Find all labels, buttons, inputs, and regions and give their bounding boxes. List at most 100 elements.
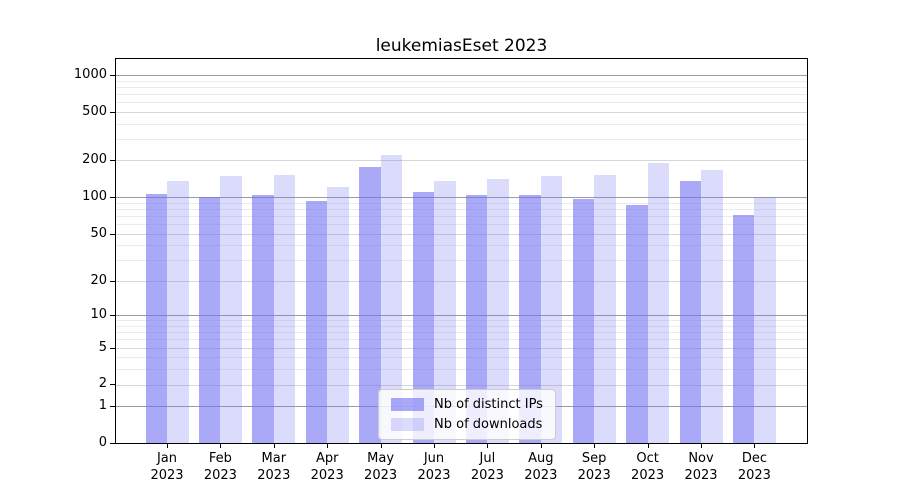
gridline-700 xyxy=(116,93,807,95)
ytick-mark-0 xyxy=(110,443,115,444)
ytick-label-10: 10 xyxy=(90,307,107,323)
ytick-label-1000: 1000 xyxy=(73,66,107,82)
bar-downloads-mar xyxy=(273,175,296,443)
bar-downloads-jan xyxy=(167,181,189,443)
bar-downloads-dec xyxy=(754,197,776,443)
ytick-mark-100 xyxy=(110,197,115,199)
gridline-60 xyxy=(116,224,807,225)
xtick-label-dec: Dec 2023 xyxy=(737,451,771,483)
gridline-500 xyxy=(116,111,807,113)
xtick-label-oct: Oct 2023 xyxy=(631,451,665,483)
ytick-label-20: 20 xyxy=(90,272,107,288)
gridline-30 xyxy=(116,260,807,261)
gridline-600 xyxy=(116,102,807,104)
legend-label-downloads: Nb of downloads xyxy=(434,417,543,432)
legend-swatch-downloads xyxy=(391,418,424,431)
bar-downloads-aug xyxy=(540,176,563,443)
bar-ips-dec xyxy=(732,215,755,443)
gridline-20 xyxy=(116,280,807,282)
bar-downloads-jul xyxy=(487,179,509,443)
gridline-90 xyxy=(116,202,807,204)
ytick-label-2: 2 xyxy=(98,376,107,392)
bar-ips-jan xyxy=(145,193,167,443)
ytick-label-0: 0 xyxy=(98,435,107,450)
gridline-5 xyxy=(116,347,807,349)
xtick-mark-jan xyxy=(167,444,168,448)
gridline-4 xyxy=(116,357,807,359)
gridline-50 xyxy=(116,233,807,235)
legend: Nb of distinct IPs Nb of downloads xyxy=(378,389,556,440)
xtick-label-feb: Feb 2023 xyxy=(203,451,237,483)
bar-downloads-may xyxy=(380,154,403,443)
ytick-mark-2 xyxy=(110,384,115,386)
gridline-40 xyxy=(116,245,807,247)
bar-ips-sep xyxy=(572,198,595,443)
gridline-100 xyxy=(116,197,807,199)
xtick-mark-nov xyxy=(701,444,702,448)
ytick-mark-50 xyxy=(110,233,115,235)
xtick-mark-mar xyxy=(273,444,275,448)
gridline-300 xyxy=(116,138,807,140)
ytick-mark-20 xyxy=(110,280,115,282)
bar-ips-nov xyxy=(679,180,701,443)
ytick-mark-500 xyxy=(110,111,115,113)
ytick-label-200: 200 xyxy=(82,152,107,168)
xtick-label-jul: Jul 2023 xyxy=(470,451,504,483)
xtick-mark-aug xyxy=(540,444,542,448)
ytick-mark-200 xyxy=(110,160,115,162)
ytick-mark-1000 xyxy=(110,74,115,76)
ytick-label-500: 500 xyxy=(82,103,107,119)
bar-ips-jul xyxy=(465,195,488,443)
bar-downloads-jun xyxy=(434,181,456,443)
bar-ips-oct xyxy=(626,205,648,443)
xtick-mark-feb xyxy=(220,444,222,448)
plot-area: Nb of distinct IPs Nb of downloads xyxy=(115,58,808,444)
bar-ips-aug xyxy=(519,195,541,443)
xtick-mark-sep xyxy=(594,444,596,448)
gridline-10 xyxy=(116,315,807,317)
legend-swatch-distinct-ips xyxy=(391,398,424,411)
xtick-mark-oct xyxy=(647,444,649,448)
ytick-mark-5 xyxy=(110,347,115,349)
xtick-label-aug: Aug 2023 xyxy=(524,451,558,483)
gridline-70 xyxy=(116,215,807,217)
bar-downloads-nov xyxy=(701,170,723,443)
xtick-label-mar: Mar 2023 xyxy=(257,451,291,483)
xtick-mark-may xyxy=(380,444,382,448)
xtick-label-nov: Nov 2023 xyxy=(684,451,718,483)
bar-ips-jun xyxy=(412,192,434,443)
ytick-label-5: 5 xyxy=(98,339,107,355)
gridline-1000 xyxy=(116,74,807,76)
gridline-800 xyxy=(116,86,807,88)
gridline-8 xyxy=(116,325,807,327)
gridline-3 xyxy=(116,369,807,371)
bar-downloads-sep xyxy=(594,175,616,443)
gridline-7 xyxy=(116,332,807,334)
xtick-label-may: May 2023 xyxy=(364,451,398,483)
bar-ips-may xyxy=(359,166,381,443)
bar-downloads-feb xyxy=(220,176,242,443)
legend-entry-downloads: Nb of downloads xyxy=(391,417,543,432)
xtick-mark-jun xyxy=(434,444,435,448)
ytick-mark-1 xyxy=(110,406,115,408)
bar-ips-feb xyxy=(198,197,221,443)
gridline-900 xyxy=(116,80,807,82)
ytick-label-50: 50 xyxy=(90,225,107,241)
xtick-mark-apr xyxy=(327,444,329,448)
bar-ips-apr xyxy=(305,200,328,443)
legend-entry-distinct-ips: Nb of distinct IPs xyxy=(391,397,543,412)
bar-ips-mar xyxy=(252,194,274,443)
legend-label-distinct-ips: Nb of distinct IPs xyxy=(434,397,543,412)
bar-downloads-oct xyxy=(647,163,670,443)
bar-downloads-apr xyxy=(327,186,349,443)
xtick-label-sep: Sep 2023 xyxy=(577,451,611,483)
chart-title: leukemiasEset 2023 xyxy=(375,36,548,56)
xtick-mark-jul xyxy=(487,444,489,448)
ytick-label-1: 1 xyxy=(98,398,107,414)
xtick-mark-dec xyxy=(754,444,756,448)
gridline-9 xyxy=(116,320,807,322)
gridline-80 xyxy=(116,208,807,210)
gridline-2 xyxy=(116,384,807,386)
gridline-6 xyxy=(116,339,807,341)
